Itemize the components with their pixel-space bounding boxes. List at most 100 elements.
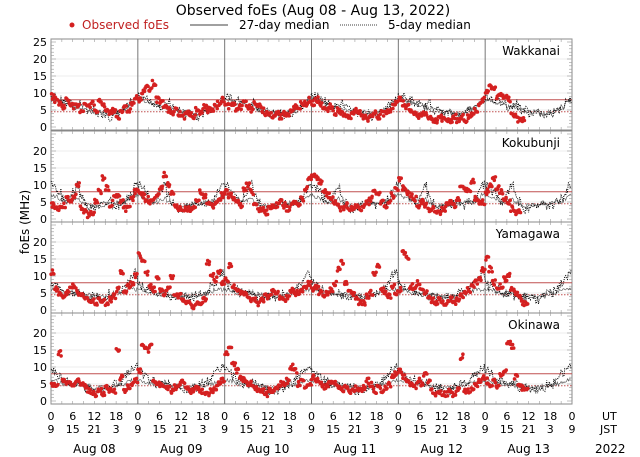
observed-point xyxy=(133,275,138,280)
observed-point xyxy=(124,104,129,108)
station-label: Kokubunji xyxy=(502,136,560,150)
observed-point xyxy=(285,381,290,386)
observed-point xyxy=(399,288,403,293)
observed-point xyxy=(500,192,505,196)
median-27day-line xyxy=(50,192,572,209)
observed-point xyxy=(167,183,172,187)
observed-point xyxy=(374,111,378,115)
observed-point xyxy=(431,296,436,300)
observed-point xyxy=(394,292,399,297)
observed-point xyxy=(490,270,495,274)
observed-point xyxy=(149,342,154,347)
observed-point xyxy=(211,271,216,276)
observed-point xyxy=(453,205,458,209)
observed-point xyxy=(124,289,129,294)
y-tick-label: 15 xyxy=(33,253,47,266)
observed-point xyxy=(452,116,457,121)
observed-point xyxy=(475,384,480,389)
observed-point xyxy=(323,188,328,192)
observed-point xyxy=(381,286,386,290)
observed-point xyxy=(477,377,481,382)
jst-tick-label: 3 xyxy=(286,423,293,436)
observed-point xyxy=(89,209,93,214)
observed-point xyxy=(134,376,139,381)
observed-point xyxy=(461,295,466,300)
observed-point xyxy=(287,114,291,118)
observed-point xyxy=(203,192,208,197)
observed-point xyxy=(369,288,373,293)
observed-point xyxy=(100,174,105,178)
observed-point xyxy=(421,199,426,203)
ut-tick-label: 12 xyxy=(348,410,362,423)
observed-point xyxy=(132,101,136,105)
observed-point xyxy=(301,378,306,383)
observed-point xyxy=(326,384,331,389)
observed-point xyxy=(417,376,422,381)
ut-tick-label: 6 xyxy=(156,410,163,423)
observed-point xyxy=(298,383,302,388)
observed-point xyxy=(316,284,321,289)
observed-point xyxy=(333,283,338,288)
observed-point xyxy=(244,188,248,193)
observed-point xyxy=(464,291,469,295)
observed-point xyxy=(88,105,92,110)
y-tick-label: 0 xyxy=(40,213,47,226)
observed-point xyxy=(133,191,137,196)
observed-point xyxy=(182,117,187,121)
observed-point xyxy=(417,282,422,287)
observed-point xyxy=(381,114,386,118)
observed-point xyxy=(222,379,226,384)
observed-point xyxy=(160,288,165,293)
y-tick-label: 20 xyxy=(33,53,47,66)
observed-point xyxy=(63,205,67,210)
jst-tick-label: 9 xyxy=(48,423,55,436)
observed-point xyxy=(508,99,512,104)
observed-point xyxy=(142,192,147,197)
observed-point xyxy=(279,198,284,202)
observed-point xyxy=(414,386,418,391)
observed-point xyxy=(249,110,253,114)
chart-title: Observed foEs (Aug 08 - Aug 13, 2022) xyxy=(176,3,451,19)
jst-tick-label: 9 xyxy=(308,423,315,436)
y-tick-label: 10 xyxy=(33,87,47,100)
observed-point xyxy=(110,198,115,203)
observed-point xyxy=(461,112,465,117)
observed-point xyxy=(253,296,258,300)
observed-point xyxy=(218,198,223,202)
observed-point xyxy=(214,387,219,392)
observed-point xyxy=(247,181,252,185)
observed-point xyxy=(507,271,512,276)
observed-point xyxy=(388,199,393,203)
observed-point xyxy=(74,192,78,197)
jst-tick-label: 3 xyxy=(460,423,467,436)
observed-point xyxy=(479,278,483,283)
observed-point xyxy=(353,384,358,388)
observed-point xyxy=(106,302,110,307)
observed-point xyxy=(99,191,103,196)
median-5day-line xyxy=(50,179,572,215)
observed-point xyxy=(92,103,96,107)
jst-tick-label: 15 xyxy=(413,423,427,436)
observed-point xyxy=(341,261,346,266)
observed-point xyxy=(121,198,125,202)
day-label: Aug 13 xyxy=(507,442,550,456)
observed-point xyxy=(510,205,515,209)
observed-point xyxy=(153,83,158,87)
observed-point xyxy=(269,111,274,115)
observed-point xyxy=(493,380,498,385)
observed-point xyxy=(229,264,234,269)
jst-tick-label: 3 xyxy=(113,423,120,436)
observed-point xyxy=(233,361,238,365)
observed-point xyxy=(508,198,512,202)
observed-point xyxy=(54,205,59,209)
observed-point xyxy=(345,282,349,286)
observed-point xyxy=(254,202,259,207)
observed-point xyxy=(76,184,81,189)
day-label: Aug 09 xyxy=(160,442,203,456)
observed-point xyxy=(193,105,198,110)
observed-point xyxy=(295,371,299,375)
observed-point xyxy=(66,98,71,103)
observed-point xyxy=(110,203,114,208)
ut-tick-label: 12 xyxy=(435,410,449,423)
